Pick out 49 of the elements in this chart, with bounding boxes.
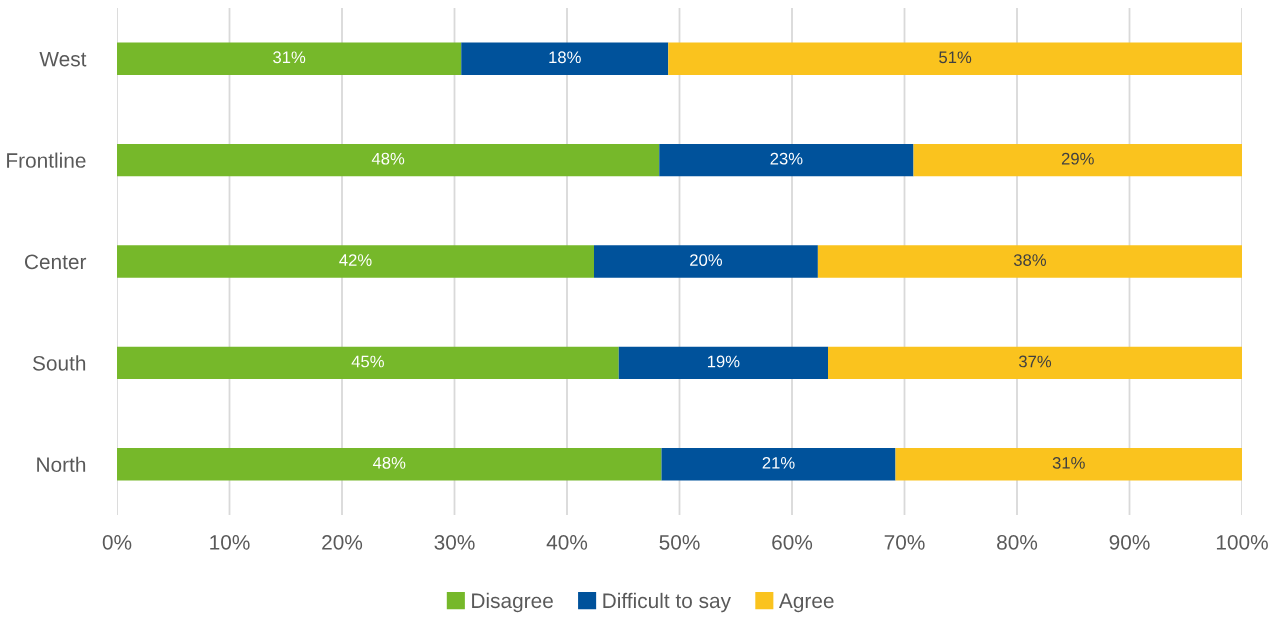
y-tick-label: Frontline [7, 152, 86, 168]
bar [117, 42, 462, 75]
legend-label: Agree [778, 593, 834, 613]
bar [668, 42, 1242, 75]
x-tick-label: 60% [772, 534, 813, 550]
legend-label: Difficult to say [603, 592, 731, 613]
data-label: 21% [762, 456, 795, 469]
bar [895, 448, 1242, 481]
x-tick-label: 10% [210, 534, 250, 550]
x-tick-label: 0% [102, 534, 132, 550]
y-tick-label: North [37, 456, 86, 473]
x-tick-label: 70% [884, 534, 925, 550]
bar [661, 448, 896, 481]
bar [618, 346, 828, 380]
data-label: 20% [690, 254, 723, 266]
bar [817, 245, 1242, 278]
y-tick-label: South [32, 355, 86, 371]
data-label: 23% [770, 152, 803, 165]
data-label: 19% [707, 355, 740, 368]
x-tick-label: 80% [997, 534, 1038, 550]
data-label: 48% [371, 152, 405, 165]
bar [659, 143, 914, 177]
data-label: 45% [351, 355, 384, 368]
x-tick-label: 90% [1109, 534, 1150, 550]
x-tick-label: 30% [434, 534, 475, 550]
bar [117, 346, 619, 380]
data-label: 51% [939, 51, 972, 64]
data-label: 18% [549, 51, 581, 64]
y-tick-label: West [39, 51, 87, 67]
bar [117, 143, 660, 177]
data-label: 31% [273, 51, 306, 64]
data-label: 31% [1052, 456, 1085, 469]
x-tick-label: 50% [659, 534, 700, 550]
x-tick-label: 40% [546, 534, 588, 550]
x-tick-label: 100% [1216, 534, 1268, 550]
bar [828, 346, 1242, 380]
bar [117, 245, 594, 278]
bar [594, 245, 818, 278]
data-label: 48% [372, 456, 406, 469]
y-tick-label: Center [24, 254, 87, 270]
bar [913, 143, 1242, 177]
bar [461, 42, 669, 75]
x-tick-label: 20% [322, 534, 363, 550]
bar [117, 448, 662, 481]
data-label: 42% [339, 254, 372, 266]
data-label: 38% [1013, 254, 1047, 266]
data-label: 29% [1061, 152, 1094, 165]
legend-label: Disagree [472, 592, 553, 613]
data-label: 37% [1018, 355, 1052, 368]
